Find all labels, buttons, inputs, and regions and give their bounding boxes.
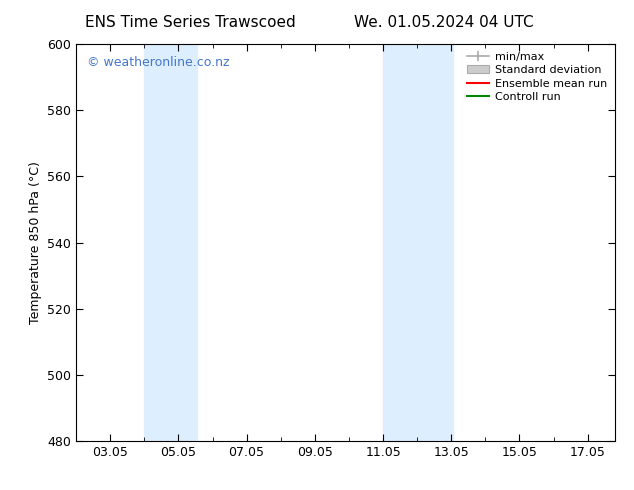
Y-axis label: Temperature 850 hPa (°C): Temperature 850 hPa (°C) [29,161,42,324]
Text: We. 01.05.2024 04 UTC: We. 01.05.2024 04 UTC [354,15,534,30]
Text: © weatheronline.co.nz: © weatheronline.co.nz [87,56,230,69]
Text: ENS Time Series Trawscoed: ENS Time Series Trawscoed [85,15,295,30]
Bar [145,44,197,441]
Bar [383,44,453,441]
Legend: min/max, Standard deviation, Ensemble mean run, Controll run: min/max, Standard deviation, Ensemble me… [463,48,612,106]
